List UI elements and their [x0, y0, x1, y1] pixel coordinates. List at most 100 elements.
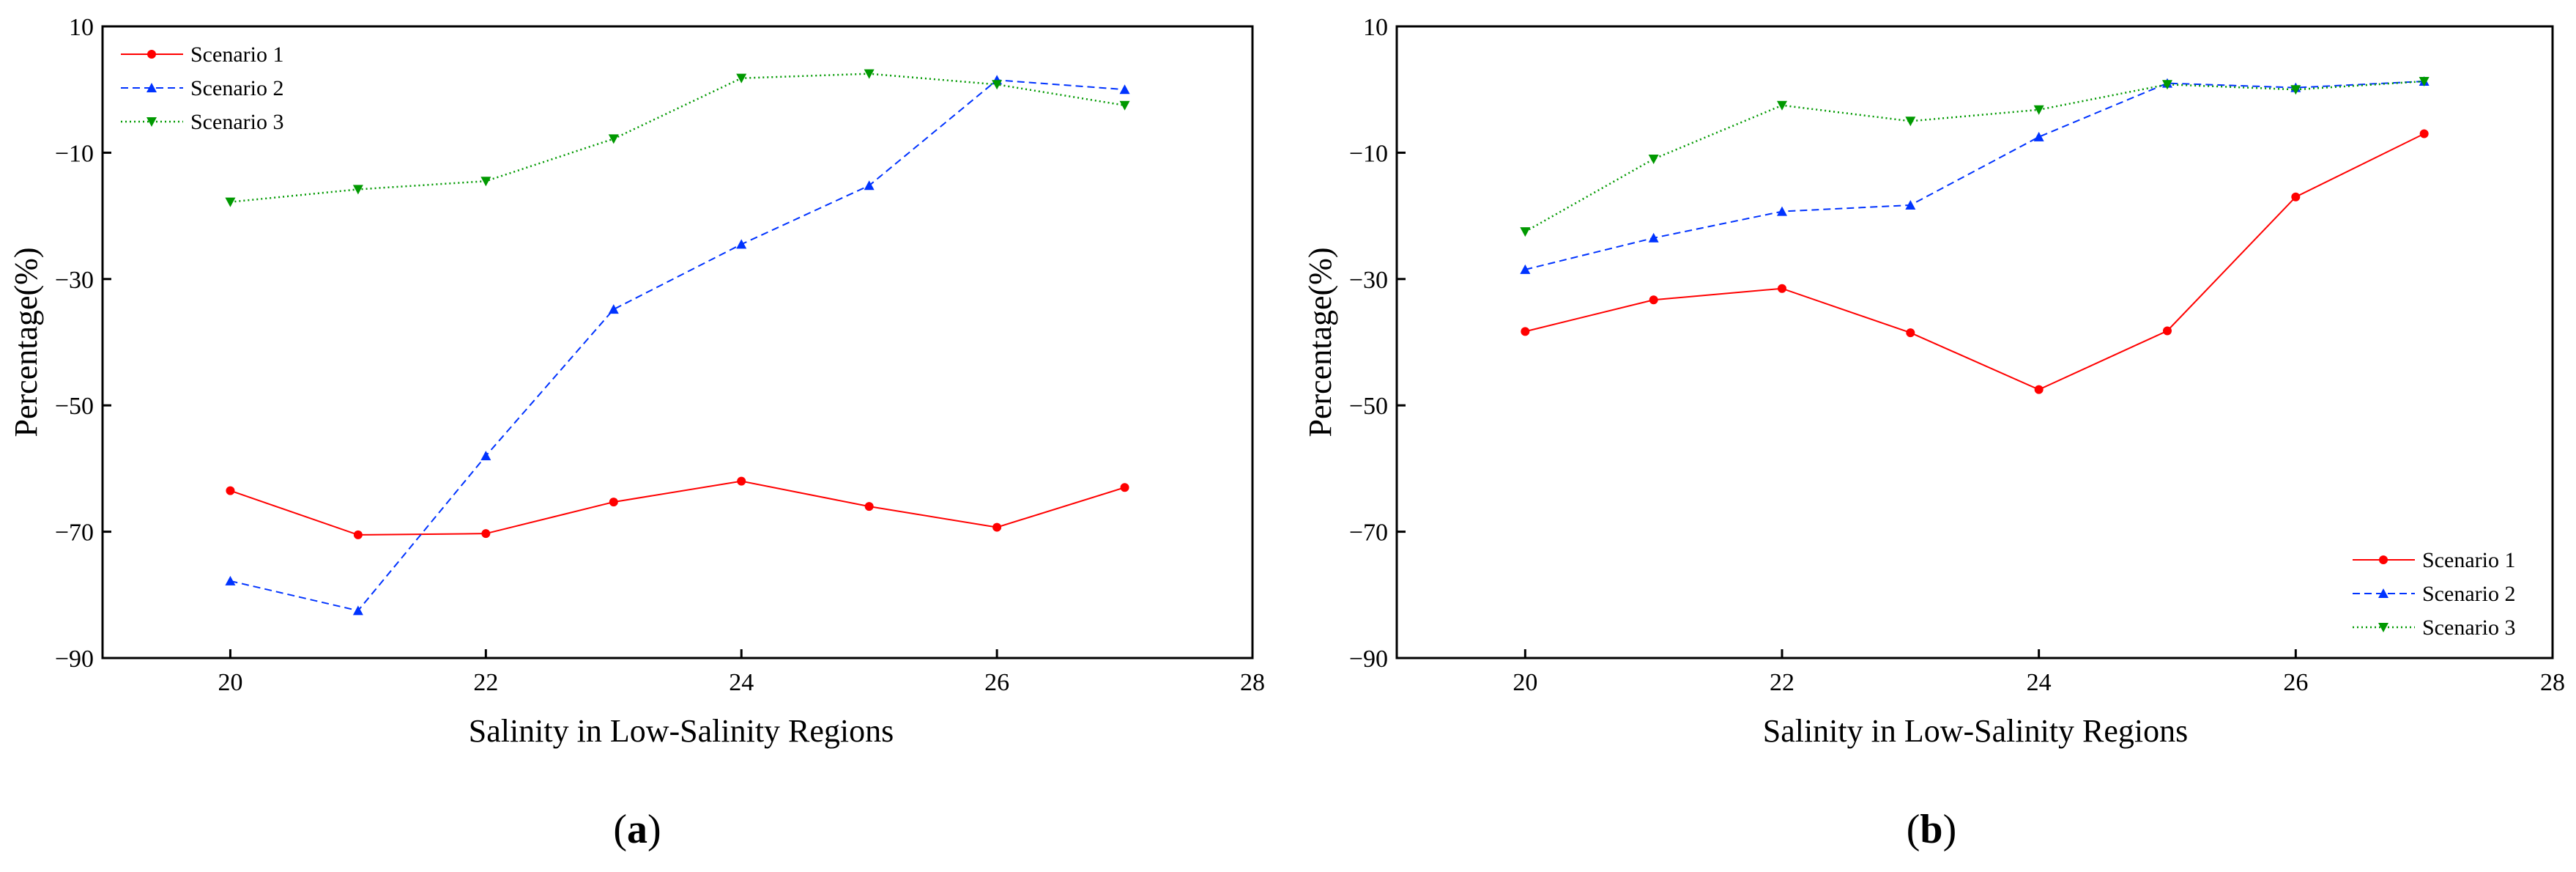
data-point	[225, 575, 236, 585]
x-tick-label: 24	[729, 669, 754, 696]
data-point	[2291, 192, 2301, 202]
data-point	[2033, 131, 2044, 141]
legend-item-scenario-2: Scenario 2	[121, 76, 283, 100]
data-point	[1119, 84, 1130, 95]
legend-a: Scenario 1 Scenario 2 Scenario 3	[121, 43, 283, 134]
series-scenario-1	[1521, 129, 2429, 394]
series-line-scenario-3	[1524, 80, 2424, 233]
data-point	[992, 80, 1003, 90]
data-point	[736, 239, 747, 249]
data-point	[1120, 483, 1129, 492]
y-tick-label: −30	[55, 267, 94, 294]
series-line-scenario-3	[230, 73, 1125, 203]
legend-item-scenario-1: Scenario 1	[121, 43, 283, 67]
legend-marker	[146, 83, 157, 92]
series-line-scenario-1	[1525, 133, 2425, 391]
x-axis-title-a: Salinity in Low-Salinity Regions	[469, 713, 894, 749]
x-tick-label: 22	[473, 669, 498, 696]
data-point	[736, 73, 747, 84]
legend-item-scenario-3: Scenario 3	[2353, 616, 2515, 640]
data-point	[1520, 264, 1531, 274]
plot-frame-b	[1395, 25, 2554, 659]
data-point	[1648, 232, 1659, 243]
legend-item-scenario-2: Scenario 2	[2353, 582, 2515, 606]
y-axis-title-b: Percentage(%)	[1302, 248, 1338, 437]
data-point	[225, 197, 236, 207]
panel-label-b: (b)	[1907, 807, 1956, 852]
legend-label: Scenario 3	[190, 110, 283, 134]
data-point	[864, 69, 875, 79]
data-point	[1520, 227, 1531, 237]
data-point	[2162, 80, 2172, 90]
legend-marker	[2379, 555, 2388, 564]
data-point	[608, 134, 619, 144]
data-point	[1906, 328, 1915, 338]
data-point	[609, 498, 618, 507]
x-tick-label: 20	[1512, 669, 1537, 696]
data-point	[1777, 100, 1787, 111]
data-point	[2290, 85, 2301, 95]
x-tick-label: 28	[2540, 669, 2565, 696]
legend-item-scenario-3: Scenario 3	[121, 110, 283, 134]
x-tick-label: 26	[984, 669, 1009, 696]
y-ticks-b	[1397, 25, 1406, 659]
x-ticks-a	[229, 649, 1254, 658]
series-layer-b	[1520, 75, 2430, 394]
x-tick-label: 26	[2283, 669, 2308, 696]
data-point	[992, 522, 1002, 532]
y-tick-label: 10	[1363, 14, 1388, 41]
data-point	[608, 304, 619, 314]
x-tick-label: 24	[2027, 669, 2052, 696]
data-point	[864, 502, 874, 511]
y-tick-label: −50	[1349, 393, 1388, 420]
y-tick-label: −70	[1349, 520, 1388, 547]
legend-marker	[2378, 623, 2388, 632]
data-point	[2033, 105, 2044, 115]
y-tick-label: −10	[1349, 140, 1388, 167]
x-axis-b: 20 22 24 26 28	[1512, 649, 2565, 696]
y-tick-label: 10	[69, 14, 94, 41]
data-point	[2163, 326, 2172, 336]
data-point	[480, 451, 491, 461]
data-point	[1905, 199, 1916, 210]
data-point	[481, 529, 491, 539]
data-point	[352, 185, 363, 195]
data-point	[352, 605, 363, 616]
chart-panel-b: 10 −10 −30 −50 −70 −90 20 22 24 26 28 Sa…	[1302, 14, 2565, 852]
x-axis-title-b: Salinity in Low-Salinity Regions	[1763, 713, 2189, 749]
data-point	[1648, 155, 1659, 165]
y-tick-label: −90	[55, 646, 94, 673]
x-tick-label: 20	[218, 669, 242, 696]
y-ticks-a	[103, 25, 111, 659]
series-line-scenario-2	[1525, 80, 2424, 270]
y-tick-label: −50	[55, 393, 94, 420]
legend-marker	[2378, 588, 2388, 598]
plot-frame-a	[101, 25, 1254, 659]
legend-label: Scenario 3	[2422, 616, 2515, 640]
x-tick-label: 28	[1240, 669, 1265, 696]
y-axis-a: 10 −10 −30 −50 −70 −90	[55, 14, 111, 673]
data-point	[2034, 385, 2044, 394]
legend-label: Scenario 1	[190, 43, 283, 67]
series-scenario-2	[1520, 75, 2430, 274]
chart-panel-a: 10 −10 −30 −50 −70 −90 20 22 24 26 28 Sa…	[8, 14, 1265, 852]
data-point	[864, 180, 875, 191]
series-line-scenario-1	[230, 480, 1125, 536]
y-tick-label: −30	[1349, 267, 1388, 294]
y-tick-label: −70	[55, 520, 94, 547]
series-scenario-1	[226, 476, 1129, 539]
data-point	[353, 530, 363, 539]
y-tick-label: −90	[1349, 646, 1388, 673]
data-point	[1905, 117, 1916, 127]
data-point	[1521, 327, 1530, 336]
series-scenario-3	[1520, 76, 2430, 237]
x-ticks-b	[1523, 649, 2554, 658]
series-line-scenario-2	[230, 79, 1125, 612]
data-point	[737, 476, 746, 486]
data-point	[1777, 206, 1787, 216]
y-axis-b: 10 −10 −30 −50 −70 −90	[1349, 14, 1406, 673]
data-point	[1649, 295, 1658, 305]
legend-item-scenario-1: Scenario 1	[2353, 548, 2515, 572]
data-point	[480, 177, 491, 187]
legend-label: Scenario 2	[2422, 582, 2515, 606]
